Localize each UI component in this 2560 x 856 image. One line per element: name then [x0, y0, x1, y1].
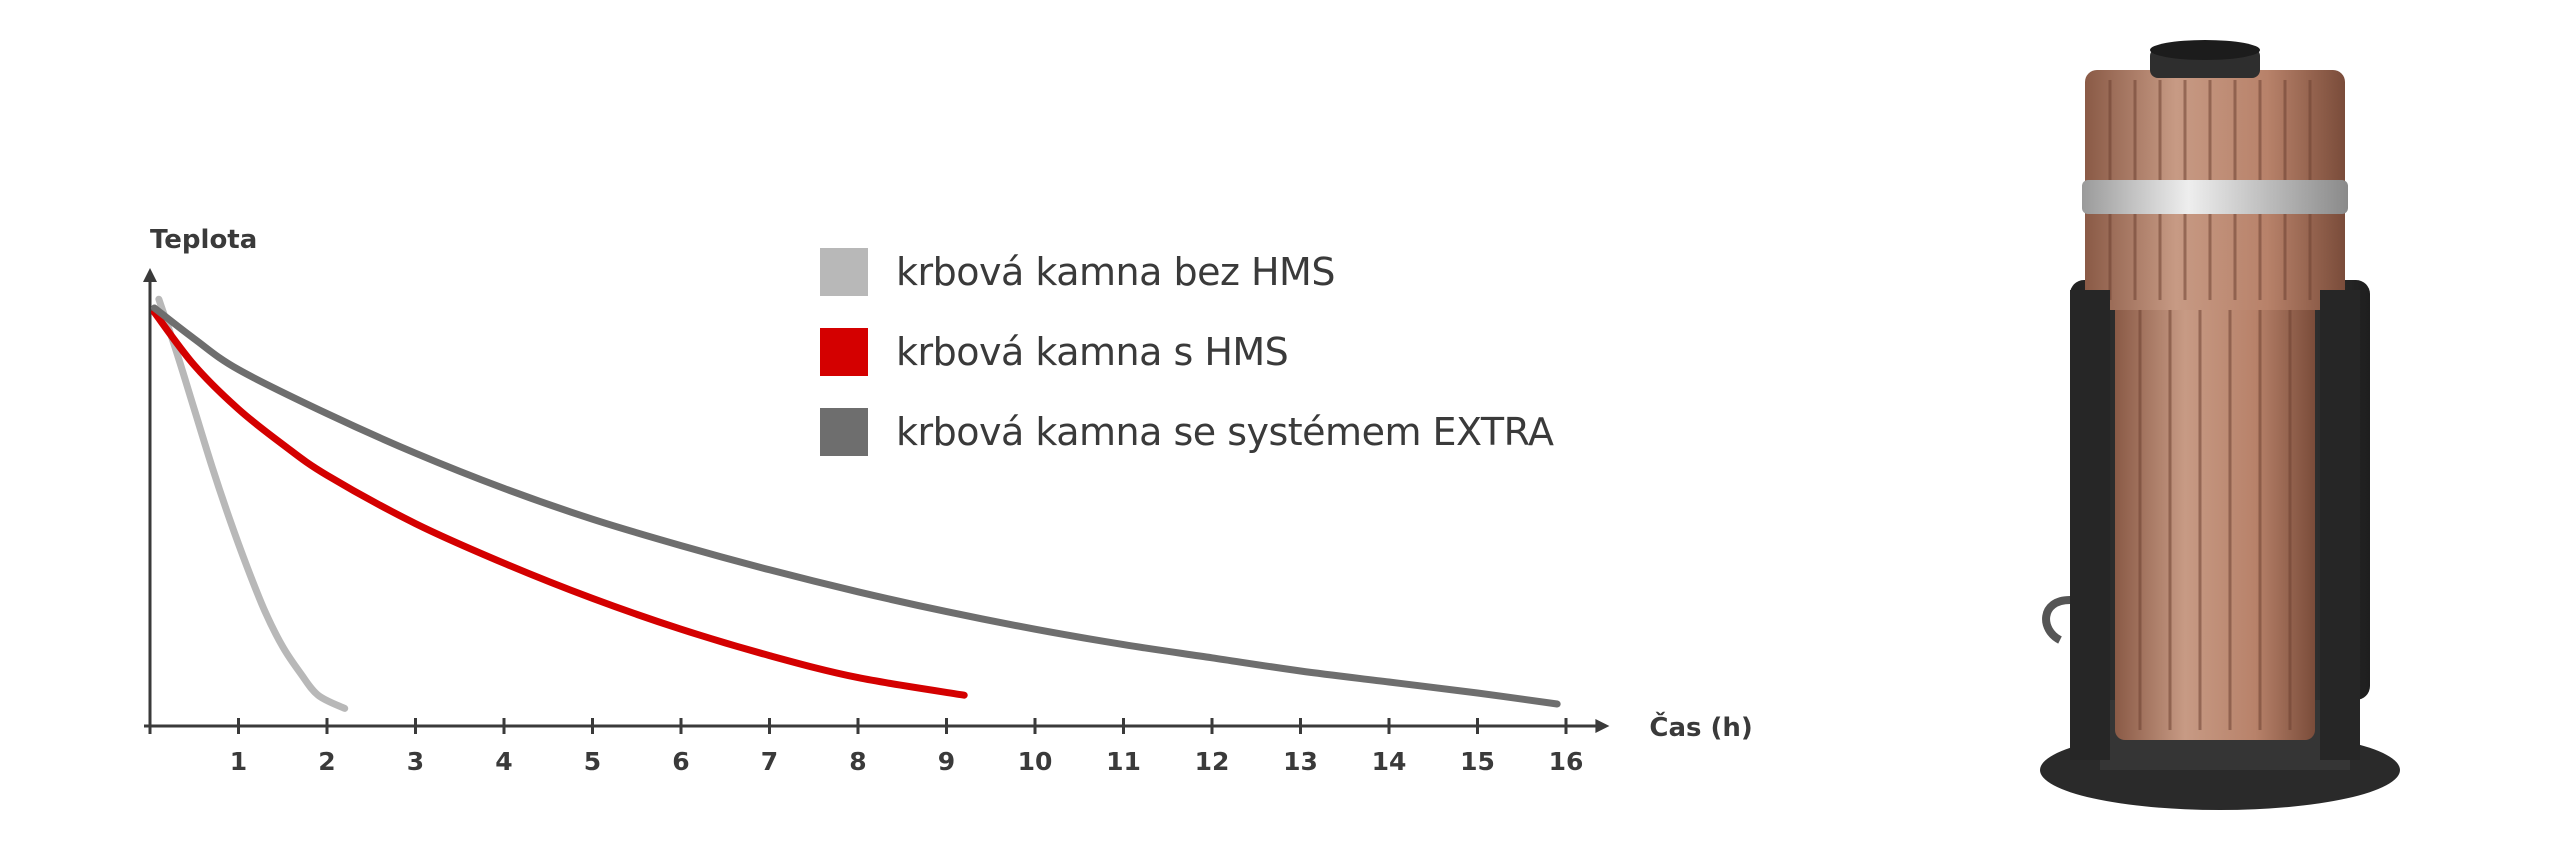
x-tick-label: 6: [672, 747, 689, 776]
x-tick-label: 13: [1283, 747, 1318, 776]
x-tick-label: 9: [938, 747, 955, 776]
frame-post-right: [2320, 290, 2360, 760]
legend-swatch-red: [820, 328, 868, 376]
x-tick-label: 15: [1460, 747, 1495, 776]
x-tick-label: 7: [761, 747, 778, 776]
ceramic-body-lower: [2115, 290, 2315, 740]
x-axis-arrow: [1595, 719, 1610, 733]
x-tick-label: 5: [584, 747, 601, 776]
frame-post-left: [2070, 290, 2110, 760]
legend: krbová kamna bez HMS krbová kamna s HMS …: [820, 248, 1554, 488]
chart-svg: 1 2 3 4 5 6 7 8 9 10 11 12 13 14 15 16 Teplota Čas (h): [143, 225, 1753, 776]
legend-item: krbová kamna se systémem EXTRA: [820, 408, 1554, 456]
x-tick-label: 8: [849, 747, 866, 776]
x-tick-label: 1: [230, 747, 247, 776]
legend-label: krbová kamna bez HMS: [896, 250, 1335, 294]
x-tick-label: 12: [1195, 747, 1230, 776]
series-line-2: [150, 304, 1561, 708]
legend-swatch-gray-light: [820, 248, 868, 296]
legend-label: krbová kamna se systémem EXTRA: [896, 410, 1554, 454]
x-tick-label: 11: [1106, 747, 1141, 776]
legend-item: krbová kamna s HMS: [820, 328, 1554, 376]
legend-swatch-gray-dark: [820, 408, 868, 456]
y-axis-arrow: [143, 268, 157, 282]
temperature-chart: 1 2 3 4 5 6 7 8 9 10 11 12 13 14 15 16 Teplota Čas (h) …: [143, 225, 1753, 776]
door-handle: [2042, 596, 2071, 644]
x-tick-label: 16: [1549, 747, 1584, 776]
flue-top: [2150, 40, 2260, 60]
x-tick-label: 4: [495, 747, 512, 776]
legend-item: krbová kamna bez HMS: [820, 248, 1554, 296]
y-axis-label: Teplota: [150, 225, 257, 255]
x-tick-label: 10: [1018, 747, 1053, 776]
x-tick-label: 2: [318, 747, 335, 776]
metal-band: [2082, 180, 2348, 214]
series-lines: [150, 295, 1561, 712]
series-line-0: [155, 295, 349, 712]
x-axis-label: Čas (h): [1649, 711, 1752, 743]
x-tick-labels: 1 2 3 4 5 6 7 8 9 10 11 12 13 14 15 16: [230, 747, 1584, 776]
x-ticks: [237, 718, 1568, 734]
x-tick-label: 14: [1372, 747, 1407, 776]
series-line-1: [150, 308, 968, 699]
legend-label: krbová kamna s HMS: [896, 330, 1289, 374]
x-tick-label: 3: [407, 747, 424, 776]
fireplace-insert-with-heat-storage-icon: [2040, 40, 2400, 810]
